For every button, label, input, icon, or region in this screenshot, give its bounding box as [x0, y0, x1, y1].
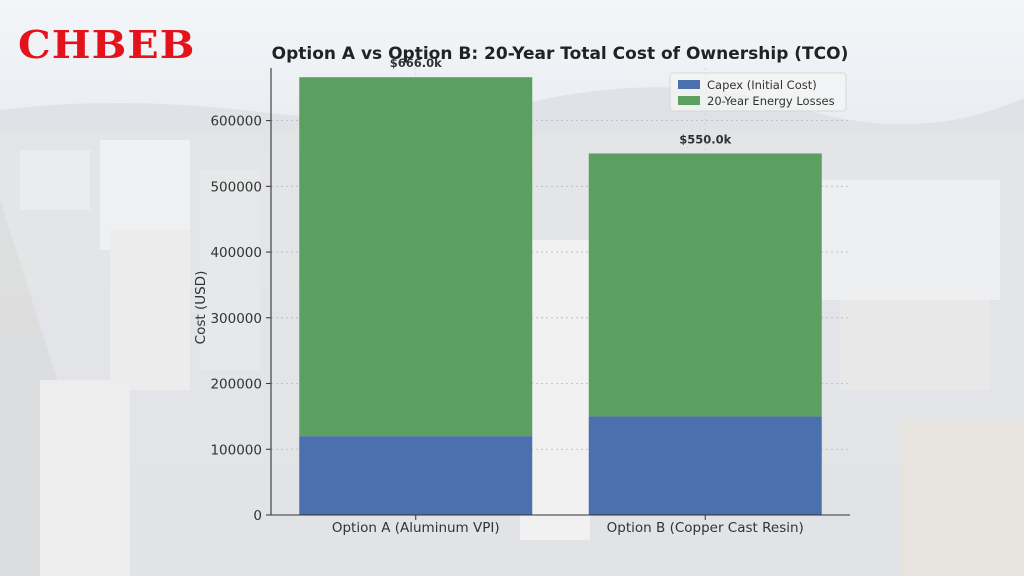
bar-segment: [299, 77, 533, 437]
bar-segment: [588, 153, 822, 417]
y-tick-label: 400000: [210, 245, 262, 261]
legend-box: [669, 72, 847, 112]
y-tick-label: 200000: [210, 377, 262, 393]
chart-title: Option A vs Option B: 20-Year Total Cost…: [272, 44, 849, 64]
legend-label: Capex (Initial Cost): [707, 78, 817, 92]
legend: Capex (Initial Cost) 20-Year Energy Losse…: [669, 72, 847, 112]
x-tick-label: Option A (Aluminum VPI): [332, 520, 500, 536]
x-ticks: Option A (Aluminum VPI) Option B (Copper …: [332, 515, 804, 536]
y-ticks: 0 100000 200000 300000 400000 500000 600000: [210, 114, 271, 524]
total-value-label: $550.0k: [679, 132, 731, 146]
total-value-label: $666.0k: [390, 56, 442, 70]
x-tick-label: Option B (Copper Cast Resin): [607, 520, 804, 536]
legend-swatch: [678, 96, 700, 105]
bar-segment: [299, 436, 533, 515]
brand-logo: CHBEB: [18, 22, 196, 67]
y-tick-label: 500000: [210, 179, 262, 195]
axes: [270, 68, 850, 516]
y-tick-label: 600000: [210, 114, 262, 130]
y-axis-label: Cost (USD): [193, 271, 209, 345]
bar-segment: [588, 416, 822, 515]
legend-swatch: [678, 80, 700, 89]
y-tick-label: 0: [253, 508, 262, 524]
y-tick-label: 300000: [210, 311, 262, 327]
total-labels: $666.0k $550.0k: [390, 56, 732, 146]
legend-label: 20-Year Energy Losses: [707, 94, 835, 108]
y-tick-label: 100000: [210, 442, 262, 458]
bars: [299, 77, 822, 515]
